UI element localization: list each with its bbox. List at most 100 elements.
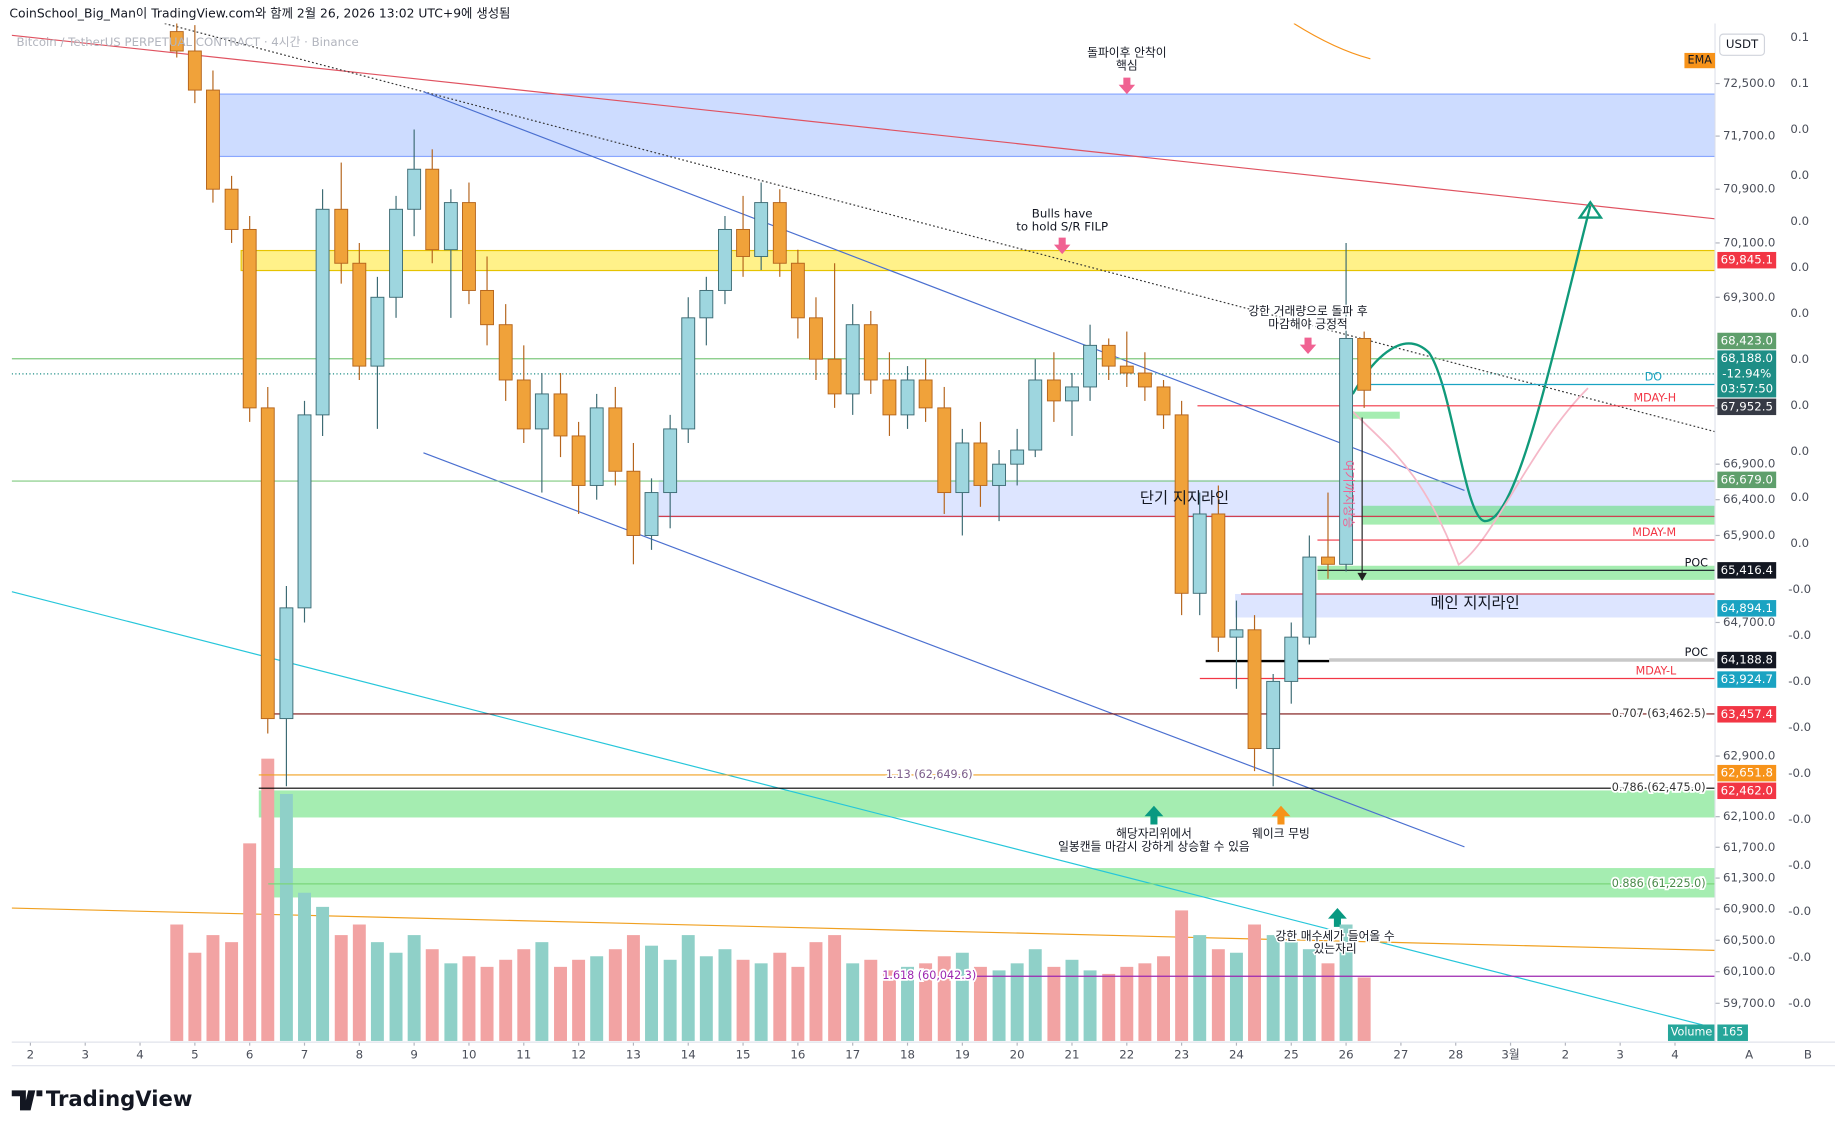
scale-button[interactable]: A	[1745, 1048, 1753, 1062]
x-tick-label: 2	[1562, 1048, 1569, 1062]
up-arrow	[1271, 805, 1291, 825]
candle-body	[169, 31, 184, 52]
candle-body	[1211, 513, 1226, 638]
x-tick-label: 26	[1339, 1048, 1354, 1062]
candle-body	[534, 393, 549, 430]
price-box	[1717, 671, 1777, 688]
x-tick-label: 11	[516, 1048, 531, 1062]
currency-button[interactable]	[1719, 33, 1766, 56]
y-tick-label: 70,100.0	[1723, 235, 1775, 249]
annotation: 일봉캔들 마감시 강하게 상승할 수 있음	[1058, 839, 1250, 853]
volume-bar	[1065, 959, 1079, 1041]
volume-bar	[425, 949, 439, 1041]
volume-bar	[901, 966, 914, 1041]
fib-label: 1.618 (60,042.3)	[882, 969, 976, 982]
x-tick-label: 4	[136, 1048, 143, 1062]
x-tick-label: 6	[246, 1048, 253, 1062]
level-label: POC	[1685, 556, 1709, 569]
x-tick-label: 24	[1229, 1048, 1244, 1062]
y-tick-label: 61,700.0	[1723, 840, 1775, 854]
price-box	[1717, 706, 1777, 723]
annotation: 메인 지지라인	[1430, 594, 1519, 612]
candle-body	[681, 317, 696, 430]
price-box-label: 66,679.0	[1721, 472, 1773, 486]
trend-line	[423, 452, 1465, 848]
price-box-label: 69,845.1	[1721, 253, 1773, 267]
candle-body	[1046, 379, 1061, 402]
volume-bar	[1047, 966, 1061, 1041]
volume-value: 165	[1722, 1026, 1743, 1039]
price-box-label: 68,423.0	[1721, 333, 1773, 347]
vertical-note: 여기까지상승	[1342, 460, 1356, 528]
up-arrow	[1328, 908, 1347, 927]
level-label: MDAY-M	[1632, 526, 1676, 539]
volume-bar	[1010, 963, 1024, 1041]
x-tick-label: 27	[1393, 1048, 1408, 1062]
y-tick-label: 69,300.0	[1723, 290, 1775, 304]
candle-body	[772, 202, 787, 264]
level-label: POC	[1685, 646, 1709, 659]
volume-bar	[773, 952, 787, 1041]
y-tick-label: 60,100.0	[1723, 964, 1775, 978]
candle-body	[1302, 556, 1317, 638]
zone	[1235, 593, 1716, 618]
currency[interactable]: USDT	[1726, 37, 1759, 51]
candle-body	[187, 50, 202, 91]
candle-body	[389, 208, 403, 298]
right-scale-label: 0.0	[1790, 122, 1809, 136]
candle-body	[224, 188, 239, 230]
down-arrow	[1299, 337, 1317, 355]
volume-bar	[718, 949, 732, 1041]
zone	[1317, 565, 1716, 580]
right-scale-label: 0.0	[1790, 306, 1809, 320]
volume-bar	[1138, 963, 1152, 1041]
volume-bar	[590, 956, 604, 1041]
volume-bar	[736, 959, 750, 1041]
candle-body	[516, 379, 531, 430]
volume-bar	[572, 959, 586, 1041]
level-label: DO	[1645, 370, 1663, 383]
volume-bar	[1157, 956, 1170, 1041]
right-scale-label: 0.0	[1790, 352, 1809, 366]
trend-line	[423, 91, 1465, 492]
scale-button[interactable]: B	[1804, 1048, 1812, 1062]
candle-body	[498, 324, 513, 381]
volume-bar	[535, 942, 549, 1041]
x-tick-label: 19	[955, 1048, 970, 1062]
up-arrow	[1144, 805, 1164, 825]
logo: TradingView	[11, 1086, 192, 1111]
right-scale-label: -0.0	[1788, 720, 1811, 734]
volume-bar	[243, 843, 257, 1041]
x-tick-label: 13	[626, 1048, 641, 1062]
x-tick-label: 25	[1284, 1048, 1299, 1062]
volume-bar	[663, 959, 677, 1041]
volume-bar	[370, 942, 384, 1041]
trend-line	[11, 907, 1716, 951]
volume-bar	[1229, 952, 1243, 1041]
chart: 1.13 (62,649.6) 0.707 (63,462.5) 0.786 (62…	[11, 23, 1811, 1062]
right-scale-label: -0.0	[1788, 950, 1811, 964]
candle-body	[1010, 449, 1025, 465]
x-tick-label: 18	[900, 1048, 915, 1062]
y-tick-label: 59,700.0	[1723, 996, 1775, 1010]
volume-bar	[882, 970, 896, 1041]
candle-body	[297, 414, 312, 609]
candle-body	[1174, 414, 1189, 594]
candle-body	[1339, 337, 1354, 565]
volume-bar	[389, 952, 403, 1041]
volume-bar	[1193, 935, 1207, 1041]
price-box-label: 64,894.1	[1721, 601, 1773, 615]
volume-bar	[754, 963, 768, 1041]
candle-body	[955, 442, 970, 494]
candle-body	[754, 202, 769, 257]
current-price-text: 68,188.0	[1721, 351, 1773, 365]
ema-line	[1293, 23, 1371, 60]
logo-icon	[11, 1090, 43, 1111]
volume-bar	[554, 966, 567, 1041]
ema-tag	[1684, 52, 1716, 69]
price-box	[1717, 251, 1777, 269]
price-box-label: 63,457.4	[1721, 707, 1773, 721]
y-tick-label: 71,700.0	[1723, 129, 1775, 143]
x-tick-label: 5	[191, 1048, 198, 1062]
right-scale-label: -0.0	[1788, 858, 1811, 872]
